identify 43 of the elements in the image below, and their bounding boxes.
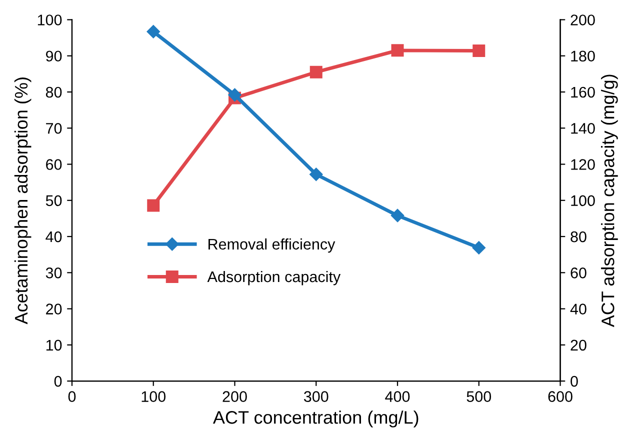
y-tick-label: 90	[46, 50, 62, 62]
x-tick-label: 400	[385, 391, 410, 402]
point	[391, 44, 404, 57]
x-tick-label: 0	[68, 391, 76, 402]
point	[310, 168, 323, 181]
y-tick-label: 60	[46, 159, 62, 170]
y-tick-label: 0	[54, 376, 62, 387]
y-tick-label: 40	[46, 231, 62, 242]
x-axis-title: ACT concentration (mg/L)	[212, 410, 418, 428]
y2-tick-label: 180	[571, 50, 595, 62]
y2-tick-label: 60	[570, 268, 586, 278]
y-tick-label: 100	[38, 14, 62, 26]
x-tick-label: 600	[548, 391, 572, 402]
y-tick-label: 50	[46, 195, 62, 206]
point	[390, 208, 404, 222]
point	[472, 241, 486, 254]
legend-label: Removal efficiency	[208, 238, 336, 253]
y-tick-label: 70	[46, 122, 62, 134]
y-tick-label: 10	[46, 340, 62, 351]
x-tick-label: 100	[142, 391, 166, 402]
x-tick-label: 500	[466, 391, 492, 402]
y-axis-title: Acetaminophen adsorption (%)	[14, 78, 32, 324]
y2-tick-label: 120	[571, 159, 595, 170]
y2-tick-label: 100	[571, 195, 595, 206]
y-tick-label: 20	[46, 304, 62, 314]
y2-tick-label: 160	[571, 86, 595, 98]
y2-tick-label: 20	[570, 340, 586, 351]
point	[147, 199, 160, 212]
point	[472, 44, 486, 58]
point	[228, 88, 242, 102]
y-tick-label: 30	[46, 268, 62, 278]
y2-tick-label: 0	[570, 376, 578, 387]
y2-tick-label: 200	[570, 14, 595, 26]
y2-axis-title: ACT adsorption capacity (mg/g)	[601, 74, 618, 328]
point	[310, 66, 322, 78]
point	[146, 25, 160, 38]
x-tick-label: 300	[304, 391, 328, 402]
legend-label: Adsorption capacity	[207, 270, 341, 286]
x-tick-label: 200	[222, 391, 247, 402]
y2-tick-label: 40	[570, 304, 586, 314]
y2-tick-label: 140	[571, 122, 595, 134]
y2-tick-label: 80	[570, 231, 586, 242]
y-tick-label: 80	[46, 86, 62, 98]
